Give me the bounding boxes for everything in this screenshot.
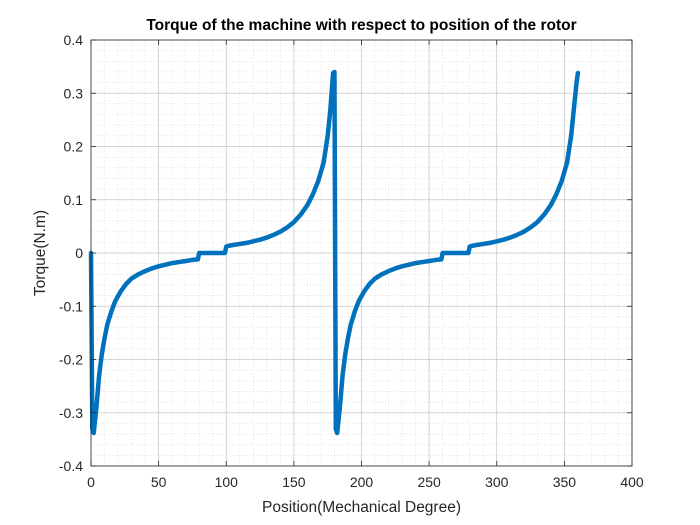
y-tick-label: 0.3 [64, 85, 84, 101]
y-axis-label: Torque(N.m) [32, 210, 49, 296]
tick-marks [90, 39, 633, 467]
y-tick-label: -0.1 [59, 298, 83, 314]
chart-title: Torque of the machine with respect to po… [146, 17, 576, 34]
y-tick-label: -0.3 [59, 405, 83, 421]
x-tick-label: 250 [417, 474, 441, 490]
y-tick-label: 0.2 [64, 139, 84, 155]
x-tick-labels: 0 50 100 150 200 250 300 350 400 [87, 474, 644, 490]
y-tick-label: -0.4 [59, 458, 83, 474]
y-tick-label: -0.2 [59, 352, 83, 368]
data-layer [88, 69, 581, 436]
x-tick-label: 400 [620, 474, 644, 490]
x-tick-label: 300 [485, 474, 509, 490]
y-tick-label: 0.4 [64, 32, 84, 48]
x-tick-label: 150 [282, 474, 306, 490]
x-tick-label: 0 [87, 474, 95, 490]
torque-series-line [88, 69, 581, 436]
x-tick-label: 350 [553, 474, 577, 490]
y-tick-labels: -0.4 -0.3 -0.2 -0.1 0 0.1 0.2 0.3 0.4 [59, 32, 83, 474]
y-tick-label: 0.1 [64, 192, 84, 208]
x-tick-label: 200 [350, 474, 374, 490]
y-tick-label: 0 [75, 245, 83, 261]
x-tick-label: 50 [151, 474, 167, 490]
x-tick-label: 100 [215, 474, 239, 490]
x-axis-label: Position(Mechanical Degree) [262, 499, 461, 516]
